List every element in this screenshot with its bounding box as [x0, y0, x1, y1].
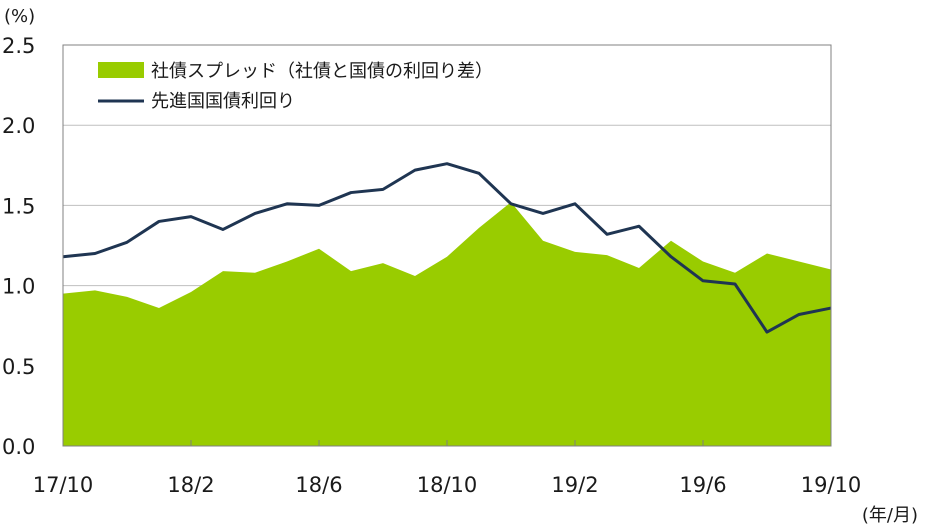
x-tick-label: 19/6	[679, 473, 726, 497]
x-tick-label: 19/2	[551, 473, 598, 497]
y-axis-unit: (%)	[4, 6, 35, 27]
x-tick-label: 18/10	[417, 473, 478, 497]
series-area-spread	[63, 202, 831, 446]
x-axis: 17/10 18/2 18/6 18/10 19/2 19/6 19/10	[33, 440, 862, 497]
legend: 社債スプレッド（社債と国債の利回り差） 先進国国債利回り	[98, 61, 493, 112]
x-tick-label: 18/6	[295, 473, 342, 497]
x-tick-label: 19/10	[801, 473, 862, 497]
y-tick-label: 0.0	[2, 435, 35, 459]
legend-label-area: 社債スプレッド（社債と国債の利回り差）	[151, 61, 493, 82]
series-line-yield	[62, 162, 832, 334]
x-tick-label: 17/10	[33, 473, 94, 497]
x-tick-label: 18/2	[167, 473, 214, 497]
legend-label-line: 先進国国債利回り	[151, 91, 295, 112]
y-axis: 0.0 0.5 1.0 1.5 2.0 2.5	[2, 34, 35, 459]
legend-swatch-area	[98, 62, 144, 78]
y-tick-label: 1.5	[2, 194, 35, 218]
y-tick-label: 1.0	[2, 275, 35, 299]
x-axis-unit: (年/月)	[862, 505, 918, 526]
y-tick-label: 2.5	[2, 34, 35, 58]
y-tick-label: 0.5	[2, 355, 35, 379]
y-tick-label: 2.0	[2, 114, 35, 138]
